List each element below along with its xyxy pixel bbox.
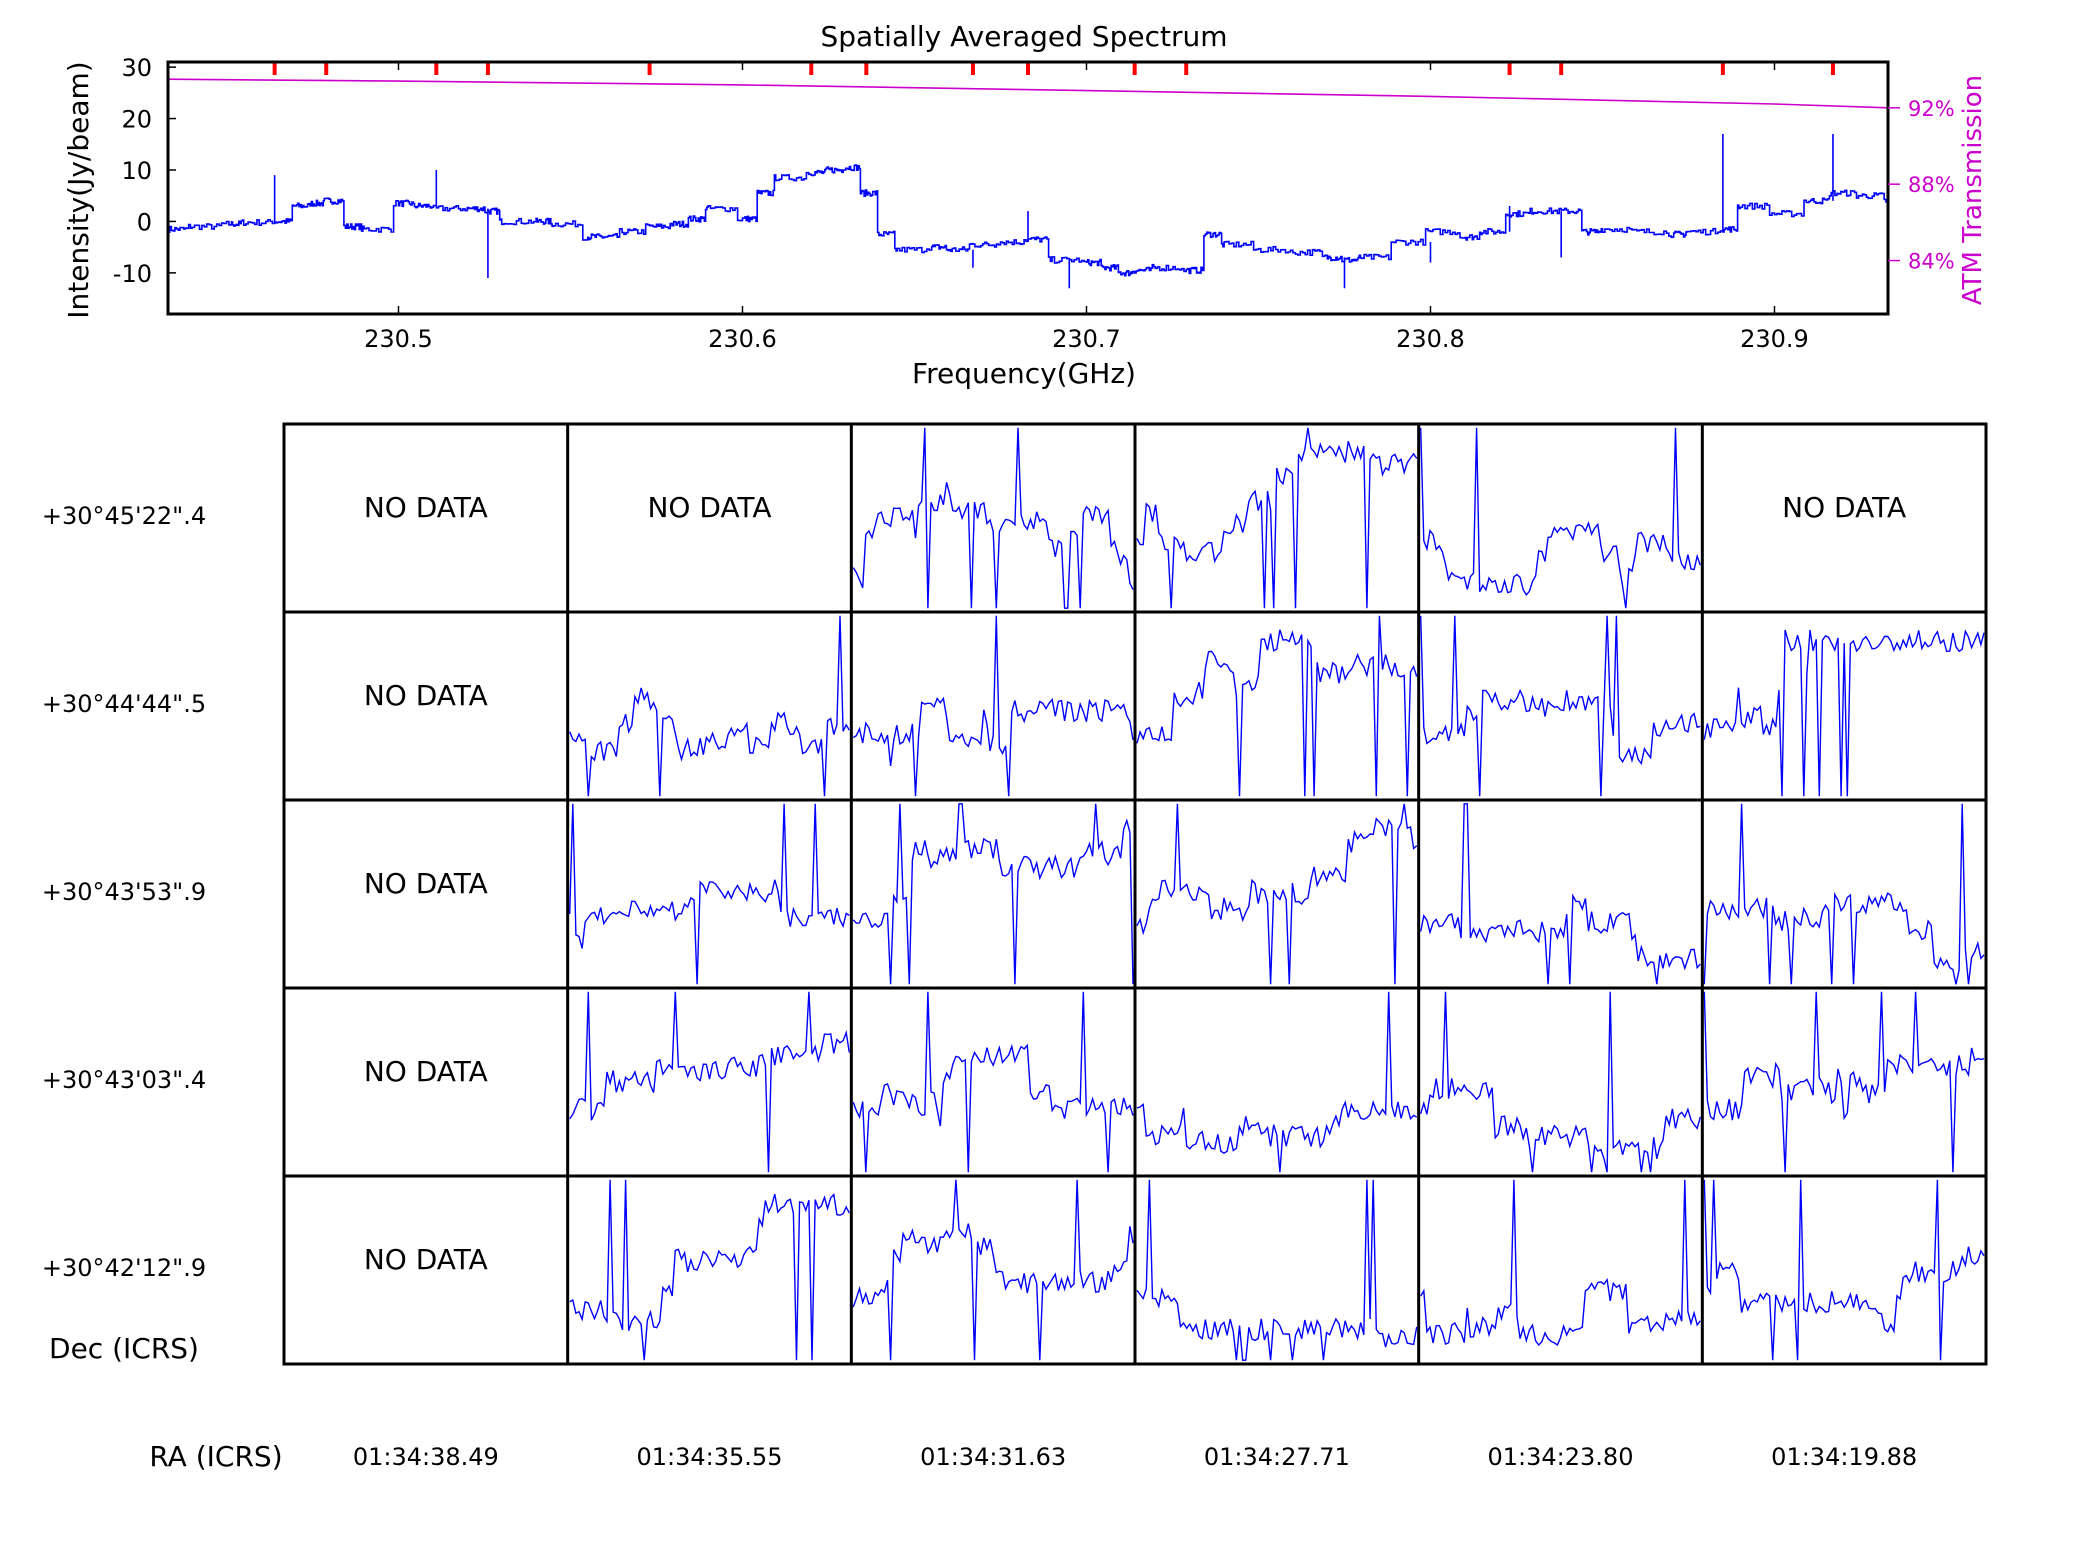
dec-row-label: +30°44'44".5 bbox=[42, 690, 206, 718]
no-data-label: NO DATA bbox=[647, 491, 771, 524]
cell-spectrum-line bbox=[569, 1179, 850, 1361]
x-tick-label: 230.5 bbox=[364, 325, 433, 353]
cell-spectrum-line bbox=[852, 803, 1134, 985]
cell-spectrum-line bbox=[1420, 1179, 1701, 1347]
frequency-axis-label: Frequency(GHz) bbox=[912, 357, 1136, 390]
spectral-grid-panel: NO DATA NO DATA NO DATA NO DATA NO DATA NO DA… bbox=[42, 422, 1988, 1473]
dec-row-label: +30°43'53".9 bbox=[42, 878, 206, 906]
cell-spectrum-line bbox=[1703, 1179, 1985, 1361]
cell-spectrum-line bbox=[852, 991, 1134, 1173]
x-tick-label: 230.9 bbox=[1740, 325, 1809, 353]
y-tick-label: 30 bbox=[121, 54, 152, 82]
y-tick-label: -10 bbox=[113, 260, 152, 288]
spectrum-axes-frame bbox=[166, 60, 1890, 316]
atm-tick-label: 84% bbox=[1908, 250, 1955, 274]
cell-spectrum-line bbox=[852, 1179, 1134, 1361]
ra-column-label: 01:34:19.88 bbox=[1771, 1443, 1917, 1471]
dec-row-labels: +30°45'22".4 +30°44'44".5 +30°43'53".9 +30°… bbox=[42, 502, 206, 1282]
cell-spectrum-line bbox=[1420, 803, 1701, 985]
cell-spectrum-line bbox=[1703, 629, 1985, 797]
x-tick-label: 230.6 bbox=[708, 325, 777, 353]
cell-spectrum-line bbox=[1136, 1179, 1418, 1361]
no-data-label: NO DATA bbox=[364, 1243, 488, 1276]
intensity-axis-ticks: -10 0 10 20 30 bbox=[113, 54, 176, 288]
dec-row-label: +30°43'03".4 bbox=[42, 1066, 206, 1094]
y-tick-label: 20 bbox=[121, 106, 152, 134]
no-data-label: NO DATA bbox=[364, 1055, 488, 1088]
atm-tick-label: 92% bbox=[1908, 97, 1955, 121]
no-data-label: NO DATA bbox=[364, 867, 488, 900]
ra-axis-label: RA (ICRS) bbox=[149, 1440, 282, 1473]
ra-column-label: 01:34:35.55 bbox=[637, 1443, 783, 1471]
atm-axis-ticks: 84% 88% 92% bbox=[1888, 97, 1955, 274]
cell-spectrum-line bbox=[1136, 615, 1418, 797]
frequency-axis-ticks: 230.5 230.6 230.7 230.8 230.9 bbox=[364, 62, 1809, 353]
no-data-label: NO DATA bbox=[364, 491, 488, 524]
cell-spectrum-line bbox=[1703, 803, 1985, 985]
x-tick-label: 230.7 bbox=[1052, 325, 1121, 353]
intensity-axis-label: Intensity(Jy/beam) bbox=[62, 61, 95, 318]
cell-spectrum-line bbox=[852, 427, 1134, 609]
cell-spectrum-line bbox=[852, 615, 1134, 797]
spectrum-plot-area bbox=[167, 62, 1889, 289]
averaged-spectrum-panel: Spatially Averaged Spectrum 230.5 230.6 23… bbox=[62, 20, 1988, 390]
y-tick-label: 0 bbox=[137, 208, 152, 236]
y-tick-label: 10 bbox=[121, 157, 152, 185]
cell-spectrum-line bbox=[1420, 615, 1701, 797]
no-data-label: NO DATA bbox=[364, 679, 488, 712]
dec-row-label: +30°42'12".9 bbox=[42, 1254, 206, 1282]
atm-transmission-axis-label: ATM Transmission bbox=[1958, 75, 1988, 305]
cell-spectrum-line bbox=[569, 615, 850, 797]
grid-cells: NO DATA NO DATA NO DATA NO DATA NO DATA NO DA… bbox=[364, 427, 1985, 1361]
cell-spectrum-line bbox=[1136, 427, 1418, 609]
x-tick-label: 230.8 bbox=[1396, 325, 1465, 353]
cell-spectrum-line bbox=[1703, 991, 1985, 1173]
dec-axis-label: Dec (ICRS) bbox=[49, 1332, 199, 1365]
ra-column-label: 01:34:38.49 bbox=[353, 1443, 499, 1471]
dec-row-label: +30°45'22".4 bbox=[42, 502, 206, 530]
ra-column-labels: 01:34:38.49 01:34:35.55 01:34:31.63 01:34:2… bbox=[353, 1443, 1917, 1471]
cell-spectrum-line bbox=[569, 991, 850, 1173]
ra-column-label: 01:34:23.80 bbox=[1488, 1443, 1634, 1471]
cell-spectrum-line bbox=[1136, 991, 1418, 1173]
cell-spectrum-line bbox=[1420, 427, 1701, 609]
cell-spectrum-line bbox=[1420, 991, 1701, 1173]
cell-spectrum-line bbox=[569, 803, 850, 985]
no-data-label: NO DATA bbox=[1782, 491, 1906, 524]
grid-lines bbox=[282, 422, 1988, 1366]
averaged-spectrum-line bbox=[168, 164, 1889, 277]
cell-spectrum-line bbox=[1136, 803, 1418, 985]
atm-tick-label: 88% bbox=[1908, 173, 1955, 197]
ra-column-label: 01:34:27.71 bbox=[1204, 1443, 1350, 1471]
atm-transmission-line bbox=[167, 78, 1889, 109]
ra-column-label: 01:34:31.63 bbox=[920, 1443, 1066, 1471]
spectrum-title: Spatially Averaged Spectrum bbox=[821, 20, 1228, 53]
